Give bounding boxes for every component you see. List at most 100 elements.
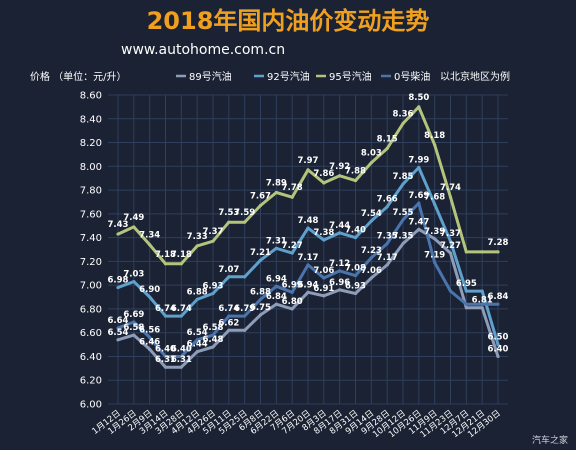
data-label: 8.15 (377, 134, 398, 144)
data-label: 6.64 (108, 316, 129, 326)
data-point (148, 295, 152, 299)
data-label: 7.08 (345, 264, 366, 274)
data-label: 6.54 (187, 328, 208, 338)
y-tick-label: 7.20 (80, 257, 102, 268)
data-point (243, 275, 247, 279)
series-lines (116, 105, 500, 369)
data-label: 7.07 (218, 265, 239, 275)
y-tick-label: 7.00 (80, 281, 102, 292)
data-point (480, 250, 484, 254)
data-label: 7.35 (377, 232, 398, 242)
data-point (385, 205, 389, 209)
data-point (496, 354, 500, 359)
data-point (496, 342, 500, 347)
data-point (417, 165, 421, 170)
data-label: 7.99 (408, 155, 429, 165)
data-label: 7.44 (329, 221, 350, 231)
data-point (433, 202, 437, 206)
data-label: 7.18 (155, 250, 176, 260)
data-label: 8.18 (424, 131, 445, 141)
data-point (258, 203, 263, 208)
data-point (211, 345, 215, 349)
data-point (116, 232, 120, 236)
data-label: 7.28 (488, 238, 509, 248)
data-point (322, 294, 326, 298)
data-point (132, 279, 136, 284)
data-label: 6.81 (472, 296, 493, 306)
data-label: 7.74 (440, 183, 461, 193)
data-point (179, 354, 183, 359)
data-label: 7.35 (393, 232, 414, 242)
data-label: 6.75 (250, 303, 271, 313)
data-point (322, 238, 326, 242)
data-label: 7.17 (377, 253, 398, 263)
data-point (338, 269, 342, 273)
data-point (353, 236, 358, 240)
legend-label-95: 95号汽油 (329, 70, 372, 83)
data-label: 7.38 (313, 228, 334, 238)
data-point (369, 161, 373, 165)
data-point (433, 237, 437, 241)
data-point (322, 181, 326, 185)
y-tick-label: 8.20 (80, 138, 102, 149)
data-label: 7.31 (266, 236, 287, 246)
data-point (163, 365, 168, 369)
data-point (464, 302, 468, 306)
data-point (306, 168, 310, 172)
data-point (179, 365, 183, 369)
grid (108, 94, 508, 405)
data-point (448, 251, 453, 255)
data-label: 7.23 (361, 246, 382, 256)
data-point (116, 338, 120, 342)
data-label: 7.47 (408, 217, 429, 227)
data-point (163, 354, 168, 359)
data-point (148, 347, 152, 351)
y-tick-label: 6.20 (80, 376, 102, 387)
data-point (353, 291, 358, 296)
y-tick-label: 8.00 (80, 162, 102, 173)
data-point (338, 174, 342, 178)
data-label: 7.78 (282, 183, 303, 193)
data-point (274, 190, 278, 195)
data-point (464, 250, 468, 254)
region-note: 以北京地区为例 (440, 70, 510, 83)
y-tick-label: 8.60 (80, 91, 102, 102)
data-label: 7.37 (203, 227, 224, 237)
data-point (322, 276, 326, 280)
data-point (385, 263, 389, 267)
data-labels: 6.546.586.466.316.316.446.486.626.756.84… (108, 93, 509, 365)
data-point (306, 290, 310, 294)
data-point (195, 338, 199, 342)
data-label: 6.46 (139, 337, 160, 347)
data-label: 7.53 (218, 208, 239, 218)
data-point (306, 263, 310, 267)
data-label: 7.21 (250, 248, 271, 258)
data-point (480, 306, 484, 310)
data-point (369, 256, 373, 260)
data-label: 6.58 (203, 323, 224, 333)
data-point (132, 225, 136, 229)
data-point (417, 105, 421, 109)
data-label: 7.49 (123, 213, 144, 223)
data-label: 7.19 (424, 251, 445, 261)
y-tick-label: 7.60 (80, 209, 102, 220)
data-label: 6.31 (155, 355, 176, 365)
y-tick-label: 6.80 (80, 304, 102, 315)
legend: 89号汽油 92号汽油 95号汽油 0号柴油 以北京地区为例 (176, 70, 510, 83)
y-tick-label: 8.40 (80, 114, 102, 125)
data-point (258, 258, 263, 262)
data-label: 6.84 (488, 292, 509, 302)
data-point (417, 227, 421, 231)
data-label: 6.95 (456, 279, 477, 289)
data-point (116, 285, 120, 290)
data-point (290, 307, 294, 311)
data-label: 7.67 (250, 192, 271, 202)
data-point (274, 284, 278, 288)
data-point (227, 328, 231, 332)
data-label: 6.74 (171, 304, 192, 314)
data-label: 7.54 (361, 209, 382, 219)
data-label: 6.54 (108, 328, 129, 338)
data-point (148, 335, 152, 340)
data-label: 6.56 (139, 325, 160, 335)
